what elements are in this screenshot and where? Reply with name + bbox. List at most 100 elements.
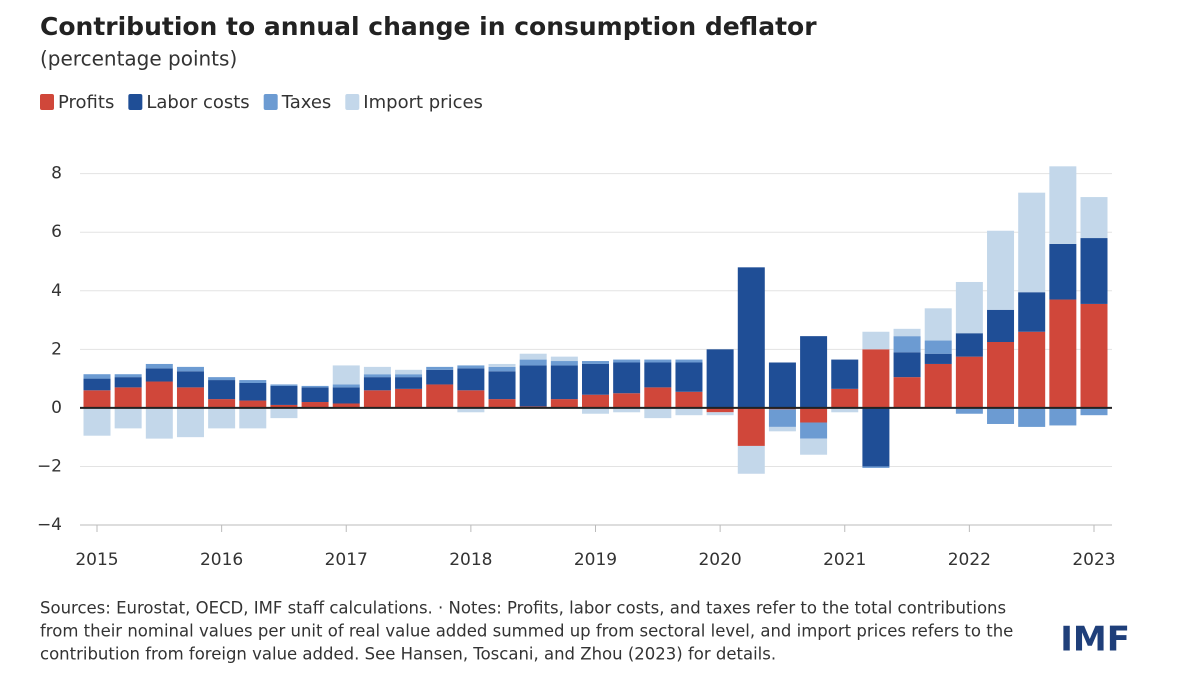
bar — [426, 369, 454, 385]
bar — [706, 412, 734, 416]
bar — [176, 387, 204, 408]
bar — [519, 365, 547, 407]
legend-label: Labor costs — [146, 92, 249, 113]
bar — [893, 336, 921, 353]
bar — [582, 407, 609, 414]
bar — [675, 407, 703, 416]
bar — [457, 368, 485, 391]
bar — [1018, 407, 1046, 427]
bar — [1049, 407, 1077, 426]
legend-swatch — [40, 94, 54, 110]
bar — [800, 438, 828, 455]
bar — [426, 384, 454, 408]
bar — [457, 390, 485, 408]
bar — [426, 366, 454, 370]
legend-label: Import prices — [363, 92, 483, 113]
bar — [706, 407, 734, 413]
bar — [706, 349, 734, 408]
legend-swatch — [263, 94, 278, 110]
bar — [176, 366, 204, 372]
bar — [582, 394, 609, 408]
bar — [114, 387, 142, 408]
bar — [613, 359, 641, 363]
bar — [145, 381, 173, 408]
bar — [363, 377, 391, 391]
bar — [613, 362, 641, 394]
y-tick-label: 4 — [51, 281, 62, 301]
x-tick-label: 2018 — [449, 550, 492, 570]
bar — [457, 407, 485, 413]
bar — [1018, 331, 1046, 408]
bar — [395, 388, 423, 408]
bar — [270, 407, 298, 419]
bar — [488, 399, 516, 408]
logo: IMF — [1060, 620, 1130, 660]
bar — [893, 352, 921, 378]
x-tick-label: 2022 — [948, 550, 991, 570]
bar — [176, 407, 204, 438]
legend-label: Profits — [58, 92, 114, 113]
bar — [114, 377, 142, 388]
x-tick-label: 2019 — [574, 550, 617, 570]
bar — [395, 377, 423, 389]
bar — [270, 404, 298, 408]
bar — [332, 384, 360, 388]
bar — [114, 407, 142, 429]
bar — [987, 407, 1015, 424]
y-tick-label: 2 — [51, 339, 62, 359]
bar — [1049, 299, 1077, 408]
bar — [862, 466, 890, 468]
bar — [83, 378, 111, 391]
bar — [395, 374, 423, 378]
bar — [800, 407, 828, 423]
bar — [145, 368, 173, 382]
bar — [768, 426, 796, 432]
bar — [332, 365, 360, 385]
bar — [924, 308, 952, 341]
legend-swatch — [128, 94, 143, 110]
bar — [831, 388, 859, 408]
bar — [862, 349, 890, 408]
bar — [550, 399, 578, 408]
bar — [363, 390, 391, 408]
y-tick-label: −2 — [37, 456, 62, 476]
bar — [488, 366, 516, 372]
bar — [239, 382, 267, 401]
bar — [893, 328, 921, 337]
bar — [1080, 238, 1108, 304]
x-tick-label: 2020 — [698, 550, 741, 570]
bar — [145, 407, 173, 439]
x-tick-label: 2015 — [75, 550, 118, 570]
bar — [800, 422, 828, 439]
bar — [644, 387, 672, 408]
source-note: contribution from foreign value added. S… — [40, 645, 776, 664]
bar — [332, 403, 360, 408]
bar — [737, 445, 765, 474]
legend-swatch — [345, 94, 360, 110]
bar — [239, 407, 267, 429]
bar — [924, 363, 952, 408]
bar — [1080, 303, 1108, 408]
bar — [1080, 197, 1108, 239]
y-tick-label: 6 — [51, 222, 62, 242]
bar — [613, 393, 641, 408]
bar — [893, 377, 921, 408]
bar — [363, 366, 391, 375]
bar — [737, 267, 765, 408]
bar — [862, 407, 890, 467]
x-tick-label: 2017 — [325, 550, 368, 570]
bar — [768, 409, 796, 427]
bar — [955, 281, 983, 334]
x-tick-label: 2023 — [1072, 550, 1115, 570]
bar — [955, 333, 983, 357]
bar — [363, 374, 391, 378]
bar — [83, 374, 111, 379]
bar — [550, 361, 578, 366]
bar — [176, 371, 204, 388]
bar — [208, 399, 236, 408]
bar — [332, 387, 360, 404]
bar — [301, 402, 329, 408]
y-tick-label: 0 — [51, 398, 62, 418]
bar — [1049, 166, 1077, 244]
